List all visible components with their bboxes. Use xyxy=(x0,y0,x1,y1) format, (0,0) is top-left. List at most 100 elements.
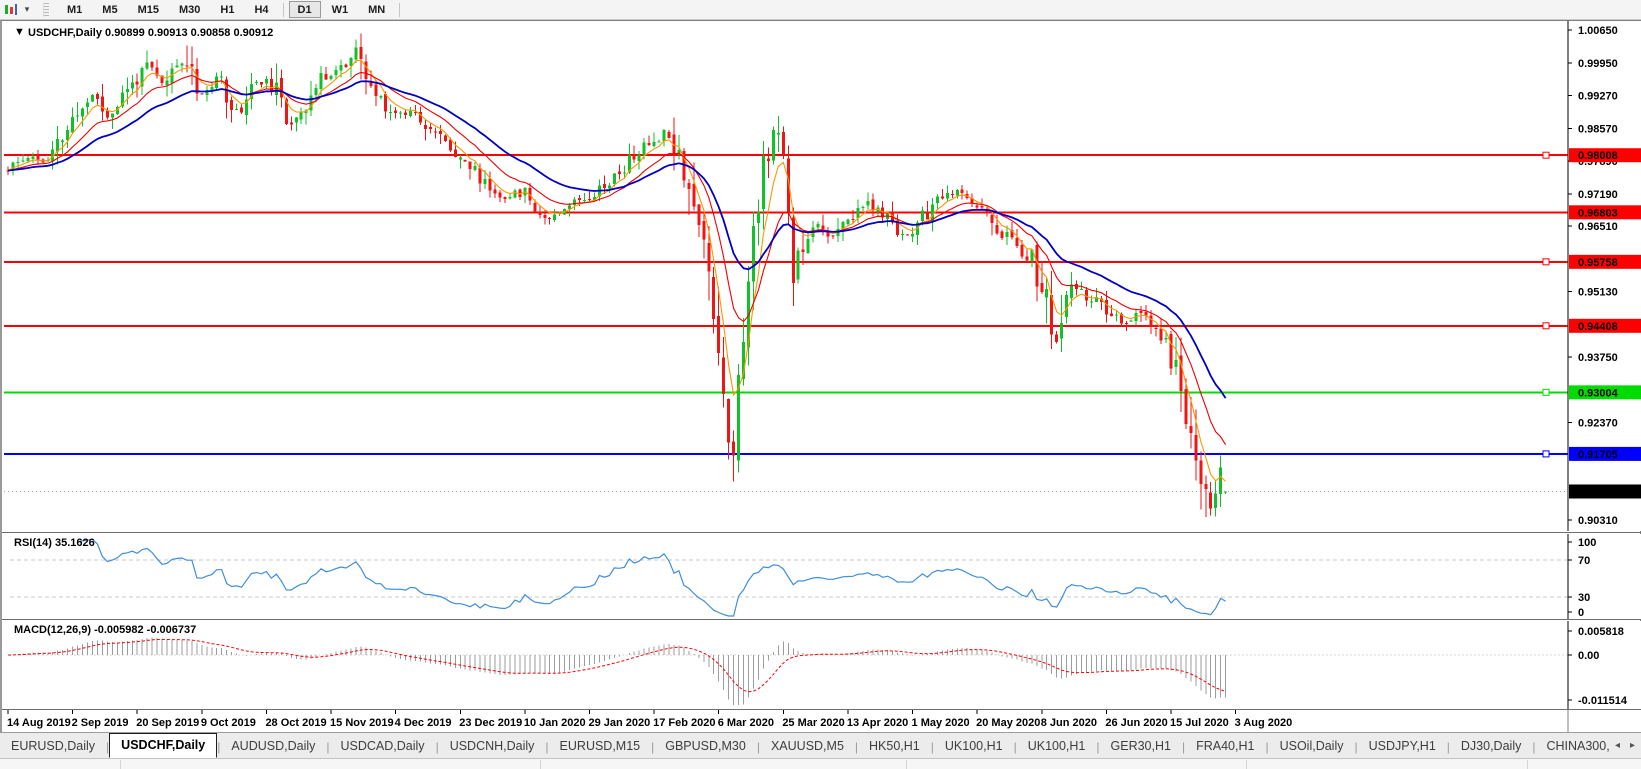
timeframe-button-h1[interactable]: H1 xyxy=(220,4,235,16)
chart-window: 1.006500.999500.992700.985700.978900.971… xyxy=(0,20,1641,733)
date-label: 9 Oct 2019 xyxy=(201,717,256,729)
chart-tab-eurusd-m15[interactable]: EURUSD,M15 xyxy=(559,739,641,753)
chart-tab-ger30-h1[interactable]: GER30,H1 xyxy=(1110,739,1171,753)
tab-separator: | xyxy=(106,740,110,754)
tab-separator: | xyxy=(1532,740,1536,754)
timeframe-button-m5[interactable]: M5 xyxy=(102,4,118,16)
chart-tab-fra40-h1[interactable]: FRA40,H1 xyxy=(1196,739,1255,753)
rsi-scale-label: 70 xyxy=(1578,555,1590,567)
line-price-badge[interactable] xyxy=(1569,148,1641,163)
date-label: 6 Mar 2020 xyxy=(718,717,774,729)
time-axis[interactable]: 14 Aug 2019 2 Sep 2019 20 Sep 2019 9 Oct 20… xyxy=(2,710,1641,733)
toolbar-separator xyxy=(399,2,401,17)
tab-separator: | xyxy=(1181,740,1186,754)
line-handle[interactable] xyxy=(1542,322,1550,330)
tab-separator: | xyxy=(1446,740,1450,754)
chart-tab-usdcnh-daily[interactable]: USDCNH,Daily xyxy=(449,739,535,753)
date-label: 20 Sep 2019 xyxy=(136,717,199,729)
macd-scale-label: 0.005818 xyxy=(1578,626,1624,638)
timeframe-button-m15[interactable]: M15 xyxy=(137,4,159,16)
chart-tab-bar: EURUSD,Daily | USDCHF,Daily | AUDUSD,Daily | U… xyxy=(0,732,1641,758)
date-label: 13 Apr 2020 xyxy=(847,717,908,729)
chart-tab-eurusd-daily[interactable]: EURUSD,Daily xyxy=(11,739,96,753)
rsi-panel[interactable]: 100 70 30 0 RSI(14) 35.1626 xyxy=(2,534,1641,619)
price-tick-label: 1.00650 xyxy=(1578,25,1618,37)
date-label: 17 Feb 2020 xyxy=(653,717,715,729)
price-chart-panel[interactable]: 1.006500.999500.992700.985700.978900.971… xyxy=(2,21,1641,531)
chart-tab-hk50-h1[interactable]: HK50,H1 xyxy=(869,739,920,753)
line-handle[interactable] xyxy=(1542,258,1550,266)
date-label: 14 Aug 2019 xyxy=(7,717,71,729)
icon-bar xyxy=(10,6,13,14)
date-label: 15 Nov 2019 xyxy=(330,717,394,729)
date-label: 8 Jun 2020 xyxy=(1041,717,1097,729)
tab-scroll-right-icon[interactable]: ▸ xyxy=(1629,739,1635,751)
chart-type-icon[interactable] xyxy=(1,2,21,18)
panel-splitter[interactable] xyxy=(2,532,1641,533)
chart-tab-audusd-daily[interactable]: AUDUSD,Daily xyxy=(231,739,316,753)
rsi-line xyxy=(77,538,1226,617)
tab-scroll-left-icon[interactable]: ◂ xyxy=(1614,739,1620,751)
macd-scale-label: -0.011514 xyxy=(1578,695,1628,707)
panel-splitter[interactable] xyxy=(2,619,1641,620)
chart-tab-gbpusd-m30[interactable]: GBPUSD,M30 xyxy=(665,739,746,753)
line-price-badge[interactable] xyxy=(1569,205,1641,220)
timeframe-button-h4[interactable]: H4 xyxy=(254,4,269,16)
line-handle[interactable] xyxy=(1542,450,1550,458)
timeframe-button-w1[interactable]: W1 xyxy=(331,4,349,16)
line-price-badge[interactable] xyxy=(1569,446,1641,461)
timeframe-button-mn[interactable]: MN xyxy=(368,4,386,16)
date-label: 15 Jul 2020 xyxy=(1170,717,1229,729)
chart-tab-usdjpy-h1[interactable]: USDJPY,H1 xyxy=(1368,739,1436,753)
date-label: 20 May 2020 xyxy=(976,717,1040,729)
date-label: 4 Dec 2019 xyxy=(395,717,452,729)
status-separator xyxy=(1246,760,1247,769)
macd-scale-label: 0.00 xyxy=(1578,650,1599,662)
chart-tab-china300-h4[interactable]: CHINA300,H4 xyxy=(1546,739,1608,753)
chart-tab-uk100-h1[interactable]: UK100,H1 xyxy=(1027,739,1086,753)
tab-separator: | xyxy=(1354,740,1358,754)
dropdown-caret-icon[interactable]: ▾ xyxy=(24,4,30,14)
timeframe-button-m1[interactable]: M1 xyxy=(67,4,83,16)
tab-separator: | xyxy=(930,740,934,754)
tab-separator: | xyxy=(1013,740,1017,754)
status-separator xyxy=(120,760,121,769)
line-price-badge[interactable] xyxy=(1569,254,1641,269)
line-price-label: 0.98008 xyxy=(1578,150,1618,162)
current-price-badge xyxy=(1569,484,1641,499)
chart-tab-dj30-daily[interactable]: DJ30,Daily xyxy=(1460,739,1522,753)
price-tick-label: 0.93750 xyxy=(1578,352,1618,364)
line-price-badge[interactable] xyxy=(1569,318,1641,333)
chart-title: USDCHF,Daily 0.90899 0.90913 0.90858 0.9… xyxy=(28,27,273,39)
symbol-dropdown-icon[interactable]: ▼ xyxy=(14,26,25,38)
rsi-label: RSI(14) 35.1626 xyxy=(14,537,95,549)
tab-separator: | xyxy=(1265,740,1269,754)
price-tick-label: 0.95130 xyxy=(1578,287,1618,299)
rsi-scale-label: 100 xyxy=(1578,537,1596,549)
date-label: 1 May 2020 xyxy=(912,717,970,729)
tab-separator: | xyxy=(651,740,655,754)
tab-scroll-controls: ◂ ▸ xyxy=(1609,732,1641,758)
chart-tab-uk100-h1[interactable]: UK100,H1 xyxy=(944,739,1003,753)
icon-bar xyxy=(5,4,8,14)
macd-panel[interactable]: 0.005818 0.00 -0.011514 MACD(12,26,9) -0.00… xyxy=(2,621,1641,709)
line-price-label: 0.93004 xyxy=(1578,387,1619,399)
chart-tab-usoil-daily[interactable]: USOil,Daily xyxy=(1279,739,1344,753)
macd-signal-line xyxy=(7,638,1226,693)
toolbar-drag-handle[interactable] xyxy=(43,2,49,17)
timeframe-button-m30[interactable]: M30 xyxy=(178,4,201,16)
line-price-badge[interactable] xyxy=(1569,385,1641,400)
line-price-label: 0.94408 xyxy=(1578,321,1618,333)
line-price-label: 0.96803 xyxy=(1578,207,1618,219)
current-price-label: 0.90912 xyxy=(1578,486,1618,498)
macd-label: MACD(12,26,9) -0.005982 -0.006737 xyxy=(14,624,196,636)
chart-tab-usdchf-daily[interactable]: USDCHF,Daily xyxy=(109,733,218,758)
line-handle[interactable] xyxy=(1542,151,1550,159)
line-handle[interactable] xyxy=(1542,388,1550,396)
timeframe-button-d1[interactable]: D1 xyxy=(288,1,321,18)
chart-tab-xauusd-m5[interactable]: XAUUSD,M5 xyxy=(770,739,844,753)
chart-tab-usdcad-daily[interactable]: USDCAD,Daily xyxy=(340,739,425,753)
date-label: 2 Sep 2019 xyxy=(72,717,129,729)
price-tick-label: 0.97190 xyxy=(1578,189,1618,201)
